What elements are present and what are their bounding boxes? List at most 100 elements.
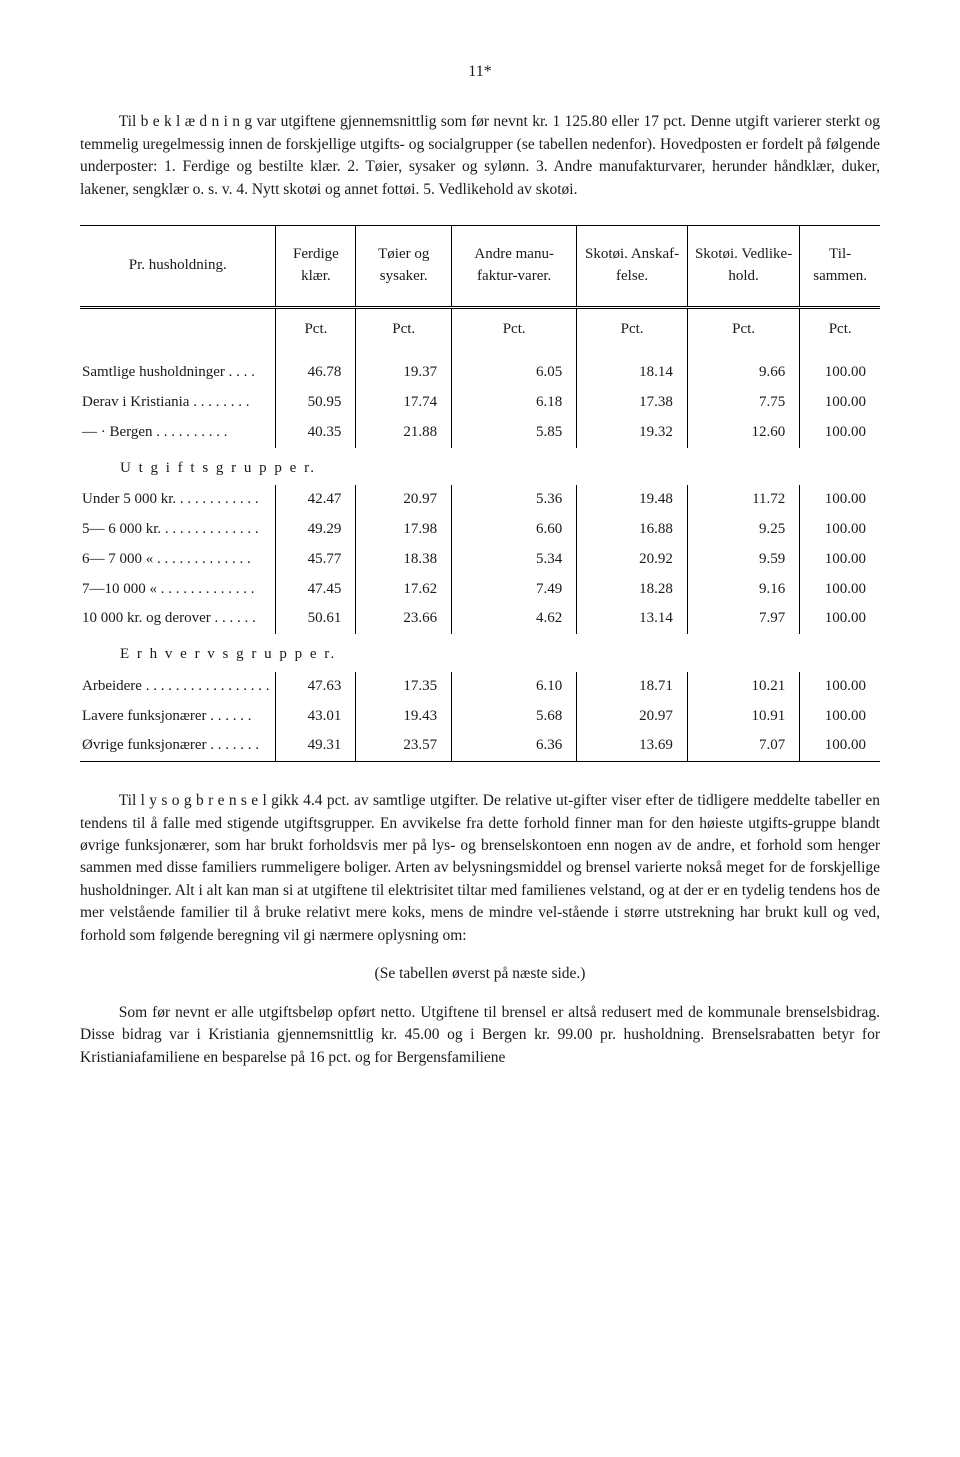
col-header-0: Pr. husholdning.	[80, 226, 276, 308]
col-header-1: Ferdige klær.	[276, 226, 356, 308]
cell-value: 17.74	[356, 388, 452, 418]
cell-value: 49.29	[276, 515, 356, 545]
cell-value: 50.95	[276, 388, 356, 418]
cell-value: 17.38	[577, 388, 688, 418]
cell-value: 100.00	[800, 702, 880, 732]
table-row: Derav i Kristiania . . . . . . . .50.951…	[80, 388, 880, 418]
row-label: Arbeidere . . . . . . . . . . . . . . . …	[80, 672, 276, 702]
cell-value: 18.28	[577, 575, 688, 605]
cell-value: 18.38	[356, 545, 452, 575]
col-header-2: Tøier og sysaker.	[356, 226, 452, 308]
cell-value: 10.91	[687, 702, 799, 732]
row-label: 6— 7 000 « . . . . . . . . . . . . .	[80, 545, 276, 575]
table-row: Øvrige funksjonærer . . . . . . .49.3123…	[80, 731, 880, 761]
cell-value: 9.66	[687, 350, 799, 388]
cell-value: 100.00	[800, 388, 880, 418]
cell-value: 20.97	[356, 485, 452, 515]
cell-value: 20.97	[577, 702, 688, 732]
table-row: Samtlige husholdninger . . . .46.7819.37…	[80, 350, 880, 388]
cell-value: 40.35	[276, 418, 356, 448]
cell-value: 12.60	[687, 418, 799, 448]
cell-value: 20.92	[577, 545, 688, 575]
cell-value: 16.88	[577, 515, 688, 545]
cell-value: 23.57	[356, 731, 452, 761]
cell-value: 13.14	[577, 604, 688, 634]
cell-value: 100.00	[800, 604, 880, 634]
col-header-5: Skotøi. Vedlike-hold.	[687, 226, 799, 308]
cell-value: 19.43	[356, 702, 452, 732]
cell-value: 47.63	[276, 672, 356, 702]
cell-value: 7.75	[687, 388, 799, 418]
cell-value: 9.25	[687, 515, 799, 545]
cell-value: 43.01	[276, 702, 356, 732]
unit-cell: Pct.	[687, 307, 799, 350]
col-header-6: Til-sammen.	[800, 226, 880, 308]
col-header-3: Andre manu-faktur-varer.	[452, 226, 577, 308]
cell-value: 6.36	[452, 731, 577, 761]
intro-paragraph: Til b e k l æ d n i n g var utgiftene gj…	[80, 111, 880, 201]
table-row: 7—10 000 « . . . . . . . . . . . . .47.4…	[80, 575, 880, 605]
row-label: Øvrige funksjonærer . . . . . . .	[80, 731, 276, 761]
row-label: 7—10 000 « . . . . . . . . . . . . .	[80, 575, 276, 605]
row-label: Derav i Kristiania . . . . . . . .	[80, 388, 276, 418]
cell-value: 17.35	[356, 672, 452, 702]
group-erhvervs: E r h v e r v s g r u p p e r.	[80, 634, 880, 672]
cell-value: 100.00	[800, 418, 880, 448]
table-row: — · Bergen . . . . . . . . . .40.3521.88…	[80, 418, 880, 448]
unit-cell: Pct.	[800, 307, 880, 350]
cell-value: 19.32	[577, 418, 688, 448]
row-label: — · Bergen . . . . . . . . . .	[80, 418, 276, 448]
cell-value: 5.68	[452, 702, 577, 732]
cell-value: 42.47	[276, 485, 356, 515]
cell-value: 4.62	[452, 604, 577, 634]
cell-value: 5.36	[452, 485, 577, 515]
group-utgifts: U t g i f t s g r u p p e r.	[80, 448, 880, 486]
table-caption: (Se tabellen øverst på næste side.)	[80, 963, 880, 985]
cell-value: 5.34	[452, 545, 577, 575]
cell-value: 100.00	[800, 350, 880, 388]
unit-cell: Pct.	[577, 307, 688, 350]
cell-value: 47.45	[276, 575, 356, 605]
cell-value: 17.62	[356, 575, 452, 605]
cell-value: 6.18	[452, 388, 577, 418]
paragraph-netto: Som før nevnt er alle utgiftsbeløp opfør…	[80, 1002, 880, 1069]
cell-value: 100.00	[800, 485, 880, 515]
cell-value: 100.00	[800, 672, 880, 702]
row-label: Under 5 000 kr. . . . . . . . . . . .	[80, 485, 276, 515]
table-row: Lavere funksjonærer . . . . . .43.0119.4…	[80, 702, 880, 732]
cell-value: 5.85	[452, 418, 577, 448]
cell-value: 7.97	[687, 604, 799, 634]
row-label: Samtlige husholdninger . . . .	[80, 350, 276, 388]
paragraph-light-fuel: Til l y s o g b r e n s e l gikk 4.4 pct…	[80, 790, 880, 947]
cell-value: 46.78	[276, 350, 356, 388]
cell-value: 18.14	[577, 350, 688, 388]
cell-value: 45.77	[276, 545, 356, 575]
unit-cell: Pct.	[452, 307, 577, 350]
cell-value: 21.88	[356, 418, 452, 448]
row-label: 5— 6 000 kr. . . . . . . . . . . . . .	[80, 515, 276, 545]
unit-cell: Pct.	[276, 307, 356, 350]
cell-value: 100.00	[800, 515, 880, 545]
cell-value: 9.16	[687, 575, 799, 605]
cell-value: 7.49	[452, 575, 577, 605]
table-row: 5— 6 000 kr. . . . . . . . . . . . . .49…	[80, 515, 880, 545]
page-number: 11*	[80, 60, 880, 83]
cell-value: 19.37	[356, 350, 452, 388]
cell-value: 11.72	[687, 485, 799, 515]
clothing-table: Pr. husholdning. Ferdige klær. Tøier og …	[80, 225, 880, 762]
cell-value: 100.00	[800, 731, 880, 761]
cell-value: 19.48	[577, 485, 688, 515]
unit-cell	[80, 307, 276, 350]
table-row: 6— 7 000 « . . . . . . . . . . . . .45.7…	[80, 545, 880, 575]
cell-value: 6.60	[452, 515, 577, 545]
cell-value: 10.21	[687, 672, 799, 702]
cell-value: 6.05	[452, 350, 577, 388]
unit-cell: Pct.	[356, 307, 452, 350]
cell-value: 50.61	[276, 604, 356, 634]
row-label: 10 000 kr. og derover . . . . . .	[80, 604, 276, 634]
cell-value: 6.10	[452, 672, 577, 702]
cell-value: 7.07	[687, 731, 799, 761]
cell-value: 13.69	[577, 731, 688, 761]
cell-value: 9.59	[687, 545, 799, 575]
cell-value: 100.00	[800, 545, 880, 575]
